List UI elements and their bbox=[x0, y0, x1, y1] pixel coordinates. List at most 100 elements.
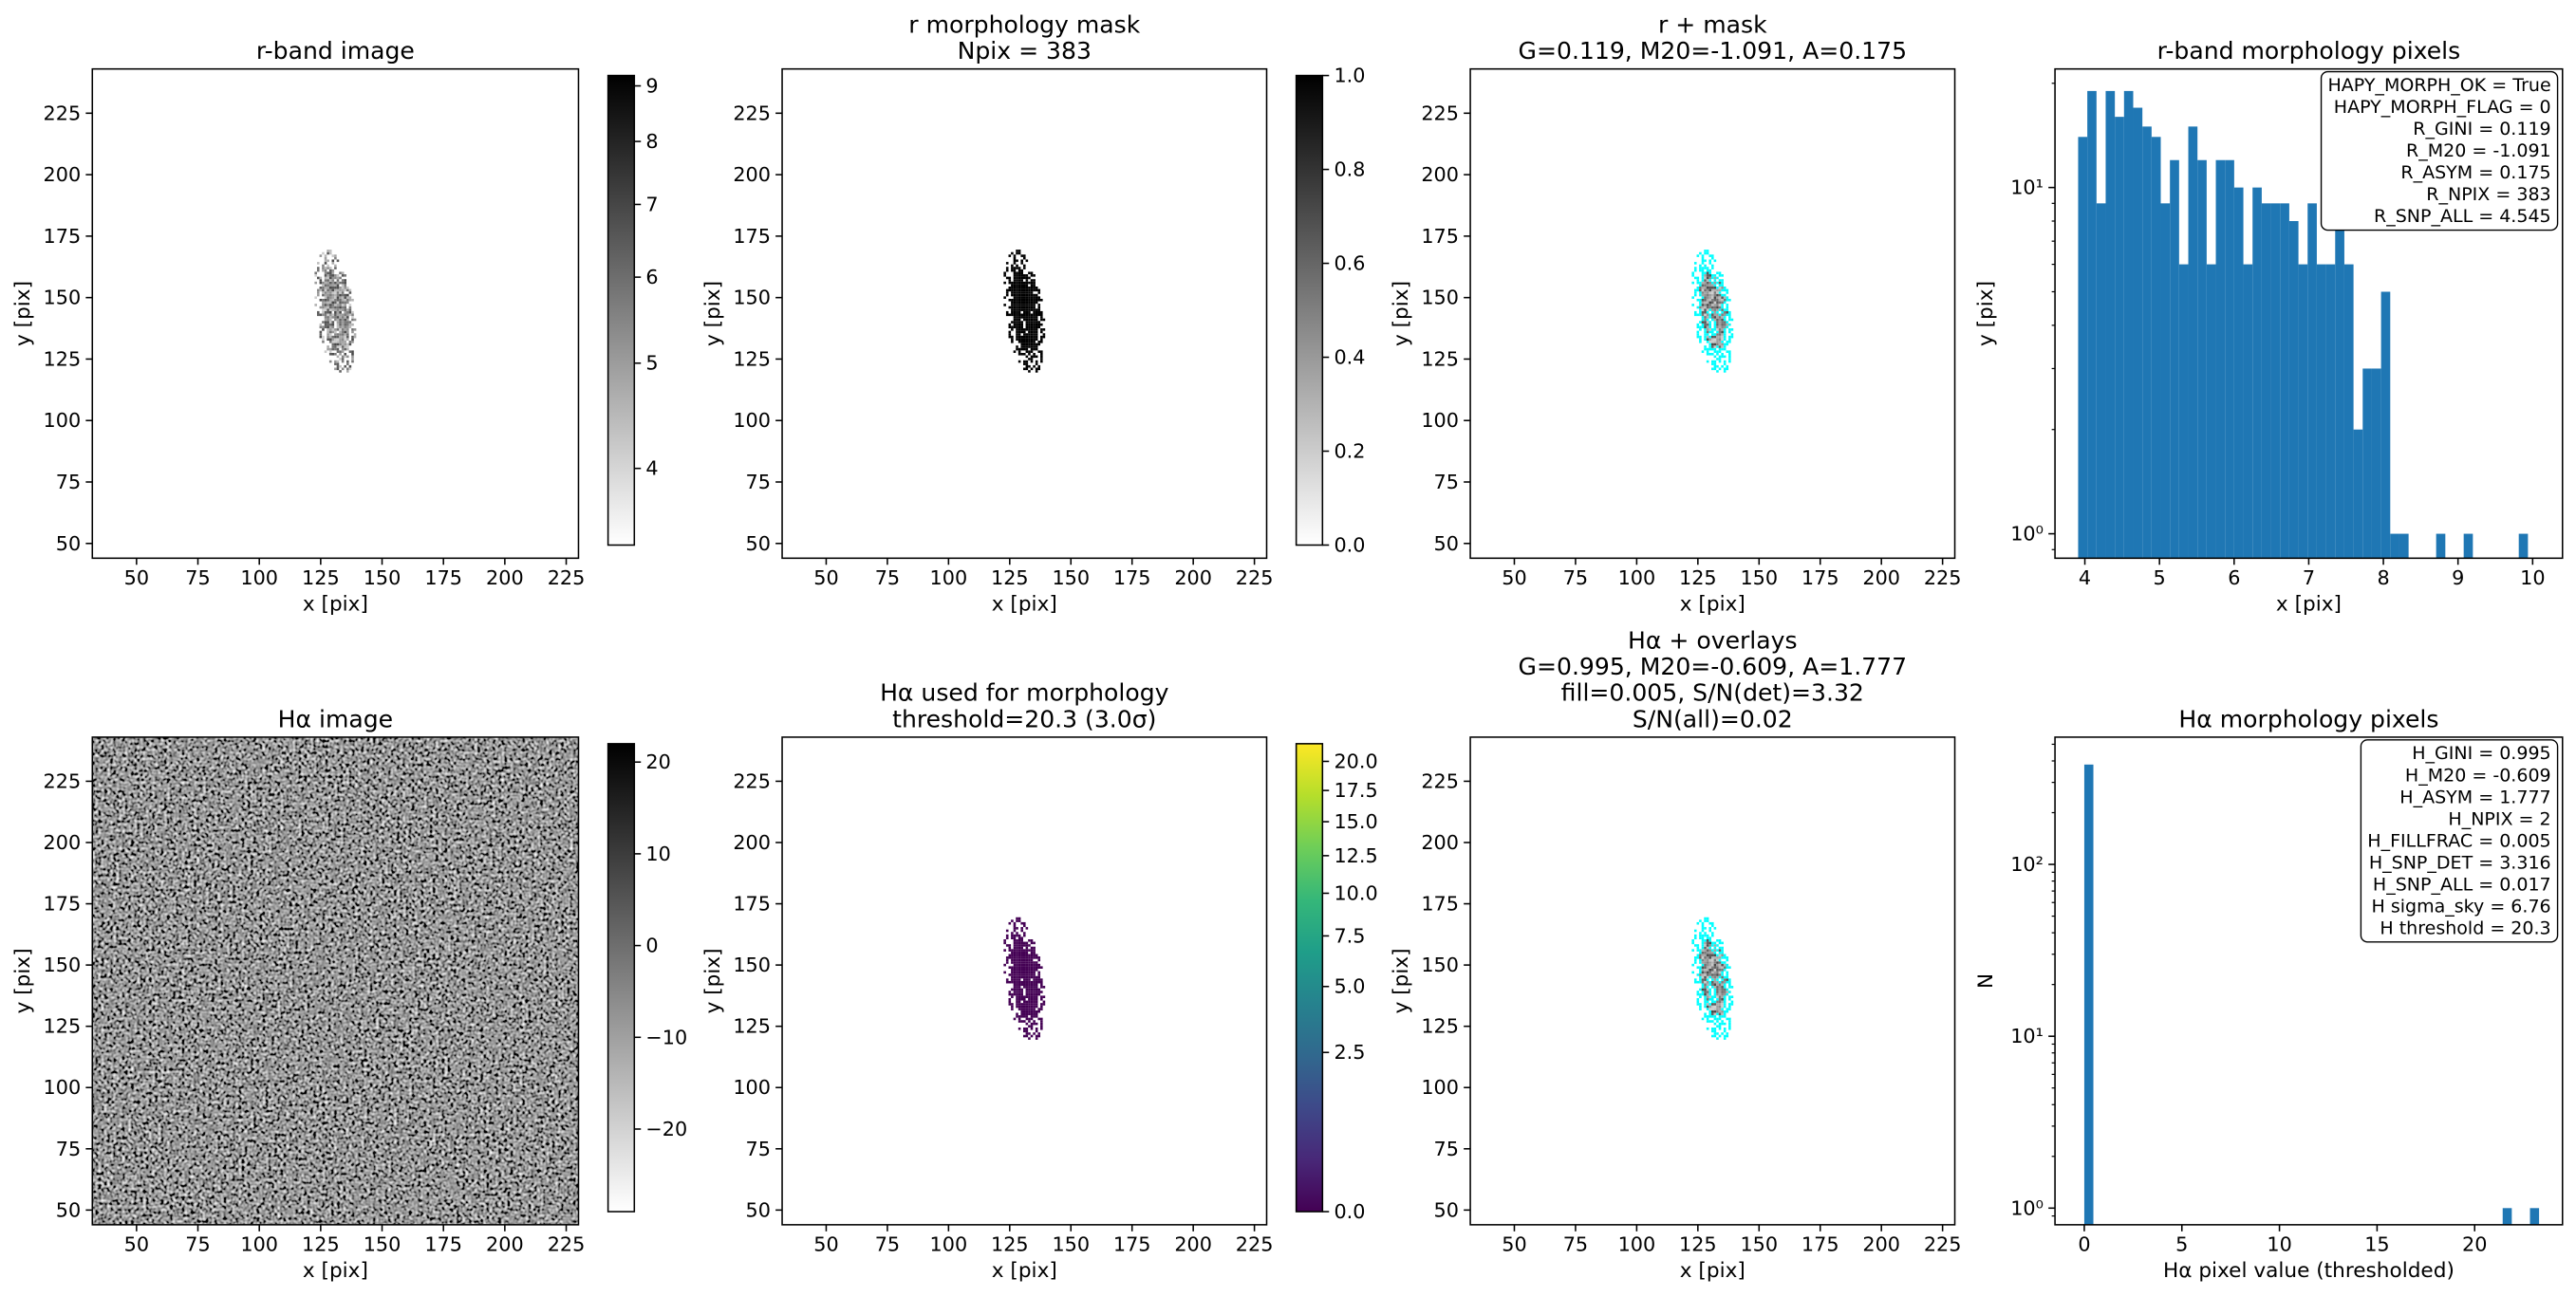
image-pixel bbox=[1016, 286, 1018, 289]
image-pixel bbox=[1711, 274, 1714, 277]
image-pixel bbox=[1708, 983, 1712, 987]
image-pixel bbox=[1716, 963, 1719, 967]
image-pixel bbox=[1716, 343, 1719, 346]
x-tick-label: 175 bbox=[424, 566, 462, 589]
image-pixel bbox=[1708, 954, 1712, 957]
image-pixel bbox=[331, 325, 335, 329]
image-pixel bbox=[324, 259, 327, 263]
image-pixel bbox=[1033, 318, 1036, 322]
image-pixel bbox=[1701, 944, 1705, 947]
image-pixel bbox=[1011, 284, 1014, 287]
image-pixel bbox=[1017, 296, 1021, 299]
image-pixel bbox=[1008, 921, 1012, 925]
x-tick-label: 8 bbox=[2377, 566, 2389, 589]
image-pixel bbox=[328, 335, 332, 339]
image-pixel bbox=[1005, 961, 1009, 964]
image-pixel bbox=[1706, 251, 1709, 255]
image-pixel bbox=[331, 291, 335, 294]
image-pixel bbox=[1017, 251, 1021, 255]
image-pixel bbox=[1704, 338, 1707, 342]
image-pixel bbox=[1008, 286, 1012, 289]
image-pixel bbox=[1713, 318, 1717, 322]
image-pixel bbox=[1704, 919, 1707, 922]
image-pixel bbox=[1016, 919, 1018, 922]
image-pixel bbox=[1042, 328, 1046, 331]
image-pixel bbox=[1030, 997, 1034, 1001]
image-pixel bbox=[1704, 347, 1707, 351]
image-pixel bbox=[1704, 304, 1707, 306]
image-pixel bbox=[324, 276, 327, 280]
image-pixel bbox=[1701, 963, 1705, 967]
image-pixel bbox=[1706, 944, 1709, 947]
image-pixel bbox=[1699, 313, 1702, 317]
image-pixel bbox=[344, 301, 347, 305]
image-pixel bbox=[1701, 350, 1705, 353]
image-pixel bbox=[1005, 310, 1009, 314]
image-pixel bbox=[1035, 1000, 1038, 1004]
image-pixel bbox=[1713, 1012, 1717, 1016]
image-pixel bbox=[1706, 949, 1709, 952]
image-pixel bbox=[1033, 345, 1036, 348]
image-pixel bbox=[1003, 281, 1006, 285]
image-pixel bbox=[1028, 358, 1031, 361]
image-pixel bbox=[1723, 975, 1727, 979]
colorbar-tick-label: 9 bbox=[645, 75, 658, 98]
image-pixel bbox=[1013, 975, 1017, 979]
image-pixel bbox=[1699, 267, 1702, 269]
image-pixel bbox=[1017, 951, 1021, 954]
image-pixel bbox=[1017, 966, 1021, 969]
image-pixel bbox=[324, 281, 327, 285]
y-tick-label: 175 bbox=[44, 893, 82, 916]
image-pixel bbox=[1711, 1008, 1714, 1010]
image-pixel bbox=[339, 350, 342, 353]
image-pixel bbox=[1042, 335, 1046, 339]
image-pixel bbox=[1699, 968, 1702, 972]
image-pixel bbox=[339, 345, 342, 348]
image-pixel bbox=[1696, 281, 1700, 285]
image-pixel bbox=[1706, 271, 1709, 275]
image-pixel bbox=[1713, 279, 1717, 282]
x-tick-label: 5 bbox=[2154, 566, 2166, 589]
image-pixel bbox=[1708, 936, 1712, 939]
image-pixel bbox=[1718, 1025, 1722, 1028]
image-pixel bbox=[1711, 347, 1714, 351]
image-pixel bbox=[1708, 274, 1712, 277]
image-pixel bbox=[1723, 1027, 1727, 1030]
image-pixel bbox=[1037, 296, 1041, 299]
image-pixel bbox=[1028, 316, 1031, 319]
image-pixel bbox=[1699, 251, 1702, 255]
image-pixel bbox=[1035, 961, 1038, 964]
image-pixel bbox=[1013, 992, 1017, 996]
image-pixel bbox=[316, 291, 320, 294]
image-pixel bbox=[1704, 966, 1707, 969]
image-pixel bbox=[1022, 983, 1026, 987]
image-pixel bbox=[1022, 1015, 1026, 1018]
image-pixel bbox=[339, 301, 342, 305]
image-pixel bbox=[336, 325, 340, 329]
image-pixel bbox=[331, 338, 335, 342]
image-pixel bbox=[1704, 296, 1707, 299]
image-pixel bbox=[1708, 941, 1712, 945]
image-pixel bbox=[1017, 917, 1021, 920]
image-pixel bbox=[1011, 954, 1014, 957]
image-pixel bbox=[344, 310, 347, 314]
image-pixel bbox=[1696, 330, 1700, 334]
image-pixel bbox=[1017, 360, 1021, 363]
image-pixel bbox=[1699, 1003, 1702, 1006]
image-pixel bbox=[1030, 1000, 1034, 1004]
image-pixel bbox=[1016, 304, 1018, 306]
image-pixel bbox=[1716, 304, 1719, 306]
image-pixel bbox=[1022, 333, 1026, 336]
image-pixel bbox=[1042, 1000, 1046, 1004]
image-pixel bbox=[1716, 986, 1719, 989]
image-pixel bbox=[1716, 328, 1719, 331]
image-pixel bbox=[1718, 1027, 1722, 1030]
image-pixel bbox=[1035, 1037, 1038, 1040]
image-pixel bbox=[1028, 958, 1031, 962]
image-pixel bbox=[336, 291, 340, 294]
image-pixel bbox=[1035, 323, 1038, 326]
colorbar-tick-label: 0.0 bbox=[1334, 533, 1365, 556]
image-pixel bbox=[351, 330, 354, 334]
image-pixel bbox=[348, 364, 352, 368]
image-pixel bbox=[1704, 271, 1707, 275]
